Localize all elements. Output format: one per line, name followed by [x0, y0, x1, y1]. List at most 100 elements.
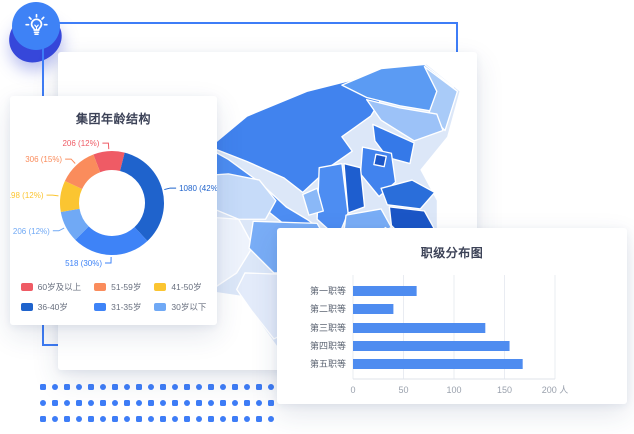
decor-dot: [172, 400, 178, 406]
connector-line-top: [56, 22, 458, 24]
bar-2[interactable]: [353, 323, 486, 333]
decor-dot: [196, 416, 202, 422]
legend-item[interactable]: 60岁及以上: [20, 281, 82, 293]
level-card-title: 职级分布图: [420, 246, 484, 260]
y-category-label: 第三职等: [310, 322, 346, 333]
legend-label: 31-35岁: [111, 302, 142, 312]
donut-slice-5[interactable]: [64, 154, 101, 190]
decor-dot: [160, 384, 166, 390]
decor-dot: [172, 384, 178, 390]
decor-dot: [208, 384, 214, 390]
legend-label: 36-40岁: [37, 302, 68, 312]
donut-label-line: [105, 256, 112, 264]
donut-label: 518 (30%): [65, 259, 102, 268]
donut-slice-0[interactable]: [93, 151, 125, 173]
legend-label: 60岁及以上: [37, 282, 82, 292]
legend-label: 51-59岁: [111, 282, 142, 292]
donut-label: 1080 (42%): [179, 184, 217, 193]
age-card-title: 集团年龄结构: [75, 112, 151, 126]
decor-dot: [220, 384, 226, 390]
legend-item[interactable]: 31-35岁: [94, 301, 141, 313]
x-tick-label: 50: [398, 385, 408, 395]
legend-item[interactable]: 51-59岁: [94, 281, 141, 293]
donut-label-line: [52, 227, 65, 232]
age-structure-card: 集团年龄结构 206 (12%) 1080 (42%) 518 (30%) 206 (…: [10, 96, 217, 325]
legend-item[interactable]: 36-40岁: [20, 301, 81, 313]
decor-dot: [52, 416, 58, 422]
decor-dot: [40, 416, 46, 422]
legend-swatch: [154, 303, 167, 311]
decor-dot: [76, 384, 82, 390]
y-category-label: 第四职等: [310, 340, 346, 351]
decor-dot: [268, 416, 274, 422]
donut-slice-2[interactable]: [75, 226, 148, 255]
decor-dot: [208, 400, 214, 406]
connector-line-left-corner: [42, 344, 67, 346]
decor-dot: [124, 384, 130, 390]
decor-dot: [160, 416, 166, 422]
decor-dot: [124, 416, 130, 422]
level-distribution-card: 职级分布图 0 50 100 150 200 人 第一职等 第二职等 第三职等 第四职等 第五职等: [277, 228, 627, 404]
y-category-label: 第一职等: [310, 285, 346, 296]
legend-swatch: [20, 303, 33, 311]
decor-dot: [52, 384, 58, 390]
decor-dot: [40, 400, 46, 406]
decor-dot: [160, 400, 166, 406]
legend-swatch: [94, 283, 107, 291]
decor-dot: [268, 384, 274, 390]
legend-item[interactable]: 41-50岁: [154, 281, 206, 293]
lightbulb-badge[interactable]: [12, 2, 60, 50]
decor-dot: [136, 416, 142, 422]
donut-label: 206 (12%): [13, 227, 50, 236]
decor-dot: [256, 416, 262, 422]
decor-dot: [232, 400, 238, 406]
legend-swatch: [94, 303, 107, 311]
decor-dot: [208, 416, 214, 422]
donut-slice-1[interactable]: [120, 152, 164, 242]
lightbulb-icon: [24, 13, 48, 35]
decor-dot: [40, 384, 46, 390]
decor-dot: [64, 384, 70, 390]
decor-dot: [232, 416, 238, 422]
y-category-label: 第二职等: [310, 303, 346, 314]
decor-dot: [244, 384, 250, 390]
donut-label: 306 (15%): [25, 155, 62, 164]
decor-dot: [136, 400, 142, 406]
decor-dot: [148, 400, 154, 406]
decor-dot: [256, 384, 262, 390]
donut-slice-3[interactable]: [60, 208, 89, 240]
decor-dot: [88, 400, 94, 406]
decor-dot: [184, 384, 190, 390]
age-donut-chart: 206 (12%) 1080 (42%) 518 (30%) 206 (12%) 198…: [10, 139, 217, 268]
decor-dot: [172, 416, 178, 422]
connector-line-top-drop: [456, 22, 458, 54]
bar-3[interactable]: [353, 341, 510, 351]
donut-label-line: [102, 142, 110, 150]
decor-dot: [148, 416, 154, 422]
decor-dot: [64, 400, 70, 406]
legend-label: 41-50岁: [171, 282, 202, 292]
decor-dot: [148, 384, 154, 390]
bar-0[interactable]: [353, 286, 417, 296]
donut-label: 198 (12%): [10, 191, 44, 200]
decor-dot: [100, 384, 106, 390]
decor-dot: [184, 400, 190, 406]
x-tick-label: 0: [350, 385, 355, 395]
legend-label: 30岁以下: [171, 302, 207, 312]
legend-item[interactable]: 30岁以下: [154, 301, 206, 313]
decor-dot: [112, 416, 118, 422]
decor-dot: [220, 416, 226, 422]
bar-1[interactable]: [353, 304, 394, 314]
donut-slice-4[interactable]: [60, 180, 83, 213]
age-chart-legend: 60岁及以上 51-59岁 41-50岁 36-40岁 31-35岁 30岁以下: [10, 281, 217, 313]
decor-dot: [220, 400, 226, 406]
donut-label-line: [46, 194, 59, 197]
decor-dot: [112, 400, 118, 406]
decor-dot: [124, 400, 130, 406]
donut-label-line: [164, 187, 177, 191]
decor-dot: [184, 416, 190, 422]
decor-dot: [100, 400, 106, 406]
bar-4[interactable]: [353, 359, 523, 369]
